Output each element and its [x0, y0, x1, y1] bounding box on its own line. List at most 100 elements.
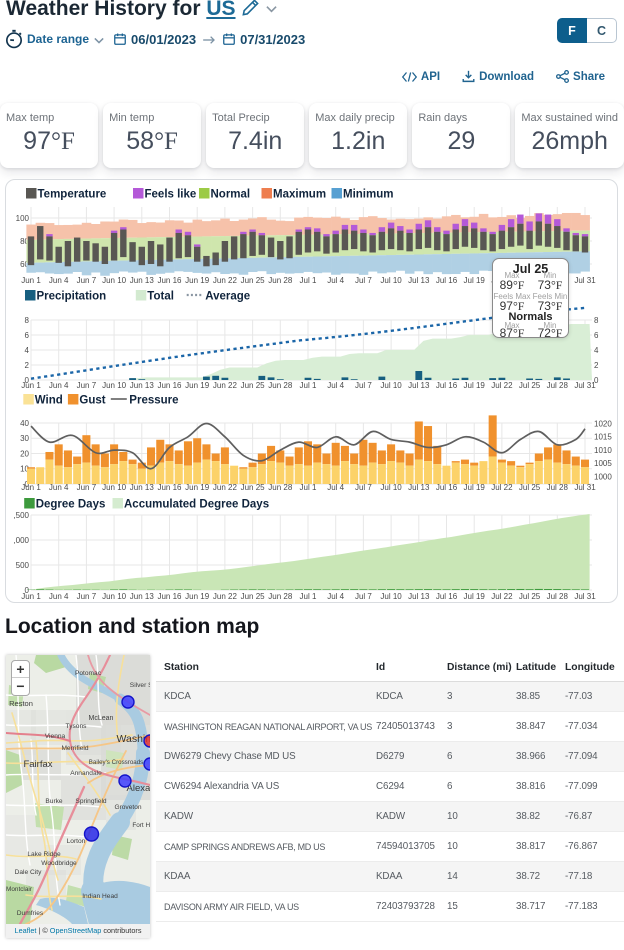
svg-text:Potomac: Potomac: [75, 670, 102, 677]
svg-text:Jul 13: Jul 13: [408, 592, 430, 601]
svg-text:Accumulated Degree Days: Accumulated Degree Days: [124, 499, 269, 511]
svg-text:Jul 1: Jul 1: [300, 381, 317, 390]
svg-text:Jul 31: Jul 31: [574, 381, 596, 390]
svg-text:Jul 13: Jul 13: [408, 276, 430, 285]
svg-text:Merrifield: Merrifield: [61, 745, 88, 752]
svg-text:Fort Hu: Fort Hu: [132, 822, 150, 829]
svg-text:Jun 16: Jun 16: [157, 483, 182, 492]
svg-text:Feels like: Feels like: [145, 189, 197, 201]
svg-text:Jun 4: Jun 4: [49, 276, 69, 285]
svg-text:Jun 1: Jun 1: [21, 483, 41, 492]
svg-text:Jul 22: Jul 22: [491, 483, 513, 492]
svg-text:Jul 16: Jul 16: [436, 483, 458, 492]
svg-text:Jul 19: Jul 19: [464, 483, 486, 492]
svg-text:Jun 13: Jun 13: [130, 276, 155, 285]
svg-text:Springfield: Springfield: [75, 798, 106, 805]
svg-text:Jul 10: Jul 10: [380, 592, 402, 601]
svg-text:Jun 1: Jun 1: [21, 381, 41, 390]
svg-text:0: 0: [25, 480, 30, 489]
svg-text:Pressure: Pressure: [129, 395, 178, 407]
svg-text:Jun 10: Jun 10: [102, 483, 127, 492]
svg-text:Dumfries: Dumfries: [17, 910, 44, 917]
svg-text:Jul 1: Jul 1: [300, 483, 317, 492]
svg-text:Jul 16: Jul 16: [436, 381, 458, 390]
svg-text:1000: 1000: [594, 473, 612, 482]
svg-text:Vienna: Vienna: [45, 733, 66, 740]
svg-text:Groveton: Groveton: [114, 804, 141, 811]
svg-text:Jun 22: Jun 22: [213, 276, 238, 285]
svg-text:Jul 19: Jul 19: [464, 592, 486, 601]
svg-text:Jun 25: Jun 25: [241, 592, 266, 601]
svg-text:0: 0: [25, 376, 30, 385]
svg-text:Jul 28: Jul 28: [547, 483, 569, 492]
svg-text:Jun 10: Jun 10: [102, 276, 127, 285]
svg-text:Jul 4: Jul 4: [327, 276, 344, 285]
svg-text:Jun 4: Jun 4: [49, 592, 69, 601]
svg-text:Annandale: Annandale: [70, 770, 102, 777]
svg-text:Maximum: Maximum: [273, 189, 326, 201]
svg-text:Jul 19: Jul 19: [464, 276, 486, 285]
svg-text:10: 10: [20, 465, 29, 474]
svg-text:Jun 4: Jun 4: [49, 483, 69, 492]
svg-text:Jun 22: Jun 22: [213, 592, 238, 601]
svg-text:Fairfax: Fairfax: [23, 759, 52, 770]
svg-text:Jul 13: Jul 13: [408, 483, 430, 492]
svg-text:Jun 25: Jun 25: [241, 381, 266, 390]
svg-text:Lorton: Lorton: [67, 838, 86, 845]
svg-text:Jul 25: Jul 25: [519, 381, 541, 390]
svg-text:,000: ,000: [13, 536, 29, 545]
svg-text:Jun 25: Jun 25: [241, 276, 266, 285]
svg-text:Jun 7: Jun 7: [77, 592, 97, 601]
svg-text:Alexandria: Alexandria: [127, 783, 150, 794]
svg-text:Gust: Gust: [79, 395, 105, 407]
svg-text:Normal: Normal: [211, 189, 251, 201]
svg-text:Jun 28: Jun 28: [268, 592, 293, 601]
svg-text:Jul 13: Jul 13: [408, 381, 430, 390]
svg-text:Jun 19: Jun 19: [185, 276, 210, 285]
svg-text:Jul 7: Jul 7: [355, 483, 372, 492]
svg-text:Jul 28: Jul 28: [547, 592, 569, 601]
svg-text:500: 500: [16, 561, 30, 570]
svg-text:Jul 31: Jul 31: [574, 276, 596, 285]
svg-text:Tysons: Tysons: [66, 723, 88, 730]
svg-text:6: 6: [25, 331, 30, 340]
svg-text:4: 4: [594, 346, 599, 355]
svg-text:Jun 28: Jun 28: [268, 483, 293, 492]
svg-text:Jul 4: Jul 4: [327, 483, 344, 492]
svg-text:Precipitation: Precipitation: [37, 291, 107, 303]
svg-text:Jul 7: Jul 7: [355, 381, 372, 390]
svg-text:Total: Total: [147, 291, 174, 303]
svg-text:Jul 1: Jul 1: [300, 276, 317, 285]
svg-text:Indian Head: Indian Head: [82, 893, 118, 900]
svg-text:Jul 31: Jul 31: [574, 592, 596, 601]
svg-text:Jun 10: Jun 10: [102, 592, 127, 601]
svg-text:Jul 16: Jul 16: [436, 592, 458, 601]
svg-text:Jul 22: Jul 22: [491, 381, 513, 390]
svg-text:Jul 31: Jul 31: [574, 483, 596, 492]
svg-text:Jun 19: Jun 19: [185, 592, 210, 601]
svg-text:Minimum: Minimum: [343, 189, 393, 201]
svg-text:Jun 16: Jun 16: [157, 276, 182, 285]
svg-text:Jul 4: Jul 4: [327, 592, 344, 601]
svg-text:Reston: Reston: [9, 699, 33, 708]
svg-text:Jul 19: Jul 19: [464, 381, 486, 390]
svg-text:Jun 13: Jun 13: [130, 381, 155, 390]
svg-text:2: 2: [594, 361, 599, 370]
svg-text:Jul 28: Jul 28: [547, 381, 569, 390]
svg-text:1005: 1005: [594, 459, 612, 468]
svg-text:1020: 1020: [594, 419, 612, 428]
svg-text:Jun 13: Jun 13: [130, 483, 155, 492]
svg-text:Jun 19: Jun 19: [185, 381, 210, 390]
svg-text:Temperature: Temperature: [38, 189, 107, 201]
svg-text:Wind: Wind: [35, 395, 63, 407]
svg-text:Degree Days: Degree Days: [36, 499, 106, 511]
svg-text:Jun 22: Jun 22: [213, 483, 238, 492]
svg-text:Average: Average: [205, 291, 250, 303]
svg-text:Jun 10: Jun 10: [102, 381, 127, 390]
svg-text:8: 8: [594, 316, 599, 325]
svg-text:4: 4: [25, 346, 30, 355]
svg-text:20: 20: [20, 449, 29, 458]
svg-text:Montclair: Montclair: [6, 886, 33, 893]
svg-text:Jun 7: Jun 7: [77, 483, 97, 492]
svg-text:Dale City: Dale City: [15, 869, 42, 876]
